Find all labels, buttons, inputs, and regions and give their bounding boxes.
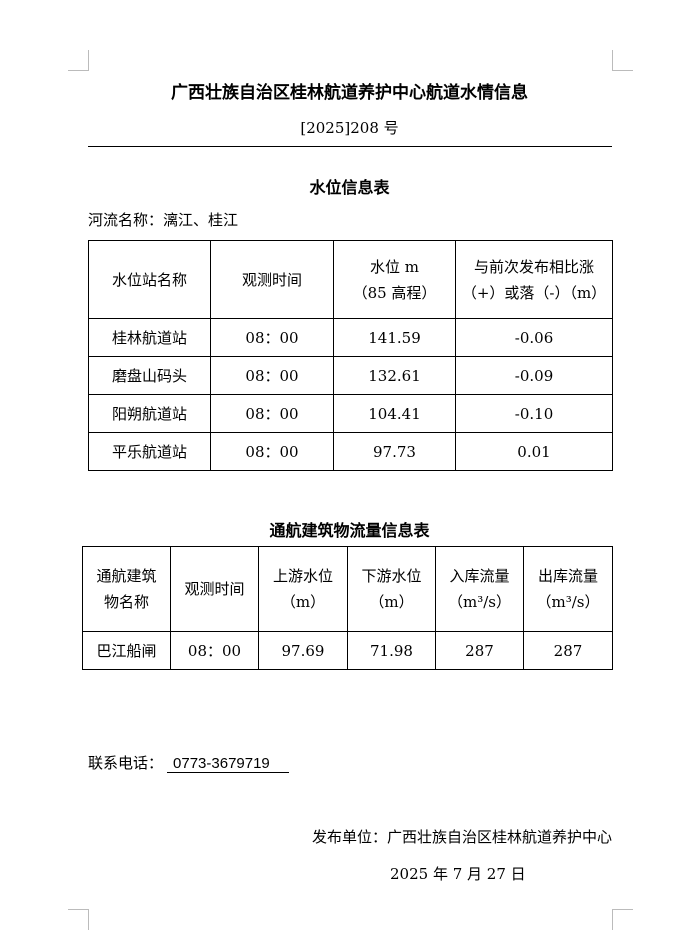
corner-mark xyxy=(68,909,89,930)
column-header-text: 水位 m xyxy=(370,257,419,276)
table-cell: 08：00 xyxy=(170,631,259,670)
table-header-row: 通航建筑 物名称 观测时间 上游水位 （m） 下游水位 （m） 入库流量 （m³/s） 出库流量（… xyxy=(82,546,613,632)
river-name: 河流名称：漓江、桂江 xyxy=(88,211,239,229)
table-cell: 287 xyxy=(435,631,524,670)
column-header-text: 物名称 xyxy=(103,593,149,611)
table-cell: 桂林航道站 xyxy=(88,318,211,357)
table-cell: 08：00 xyxy=(210,394,334,433)
column-header: 水位 m （85 高程） xyxy=(333,240,456,319)
column-header: 观测时间 xyxy=(170,546,259,632)
table-cell: 巴江船闸 xyxy=(82,631,171,670)
table-cell: -0.06 xyxy=(455,318,613,357)
table-cell: 0.01 xyxy=(455,432,613,471)
table-cell: 97.69 xyxy=(258,631,348,670)
water-level-table: 水位站名称 观测时间 水位 m （85 高程） 与前次发布相比涨 （+）或落（-）（m） … xyxy=(88,240,613,471)
table-row: 巴江船闸 08：00 97.69 71.98 287 287 xyxy=(82,631,613,670)
column-header-text: （m） xyxy=(369,593,414,611)
column-header-text: （m³/s） xyxy=(536,593,600,611)
phone-number: 0773-3679719 xyxy=(167,755,290,773)
document-number: [2025]208 号 xyxy=(300,119,399,137)
flow-table: 通航建筑 物名称 观测时间 上游水位 （m） 下游水位 （m） 入库流量 （m³/s） 出库流量（… xyxy=(82,546,613,670)
table-cell: 104.41 xyxy=(333,394,456,433)
column-header-text: 上游水位 xyxy=(272,567,333,585)
column-header-text: 观测时间 xyxy=(241,270,302,289)
column-header-text: 入库流量 xyxy=(449,567,510,585)
table-cell: 132.61 xyxy=(333,356,456,395)
table-cell: 08：00 xyxy=(210,356,334,395)
column-header-text: 观测时间 xyxy=(184,580,245,598)
publish-date: 2025 年 7 月 27 日 xyxy=(390,865,526,883)
column-header-text: （m） xyxy=(280,593,326,611)
table-cell: 平乐航道站 xyxy=(88,432,211,471)
publisher: 发布单位：广西壮族自治区桂林航道养护中心 xyxy=(311,828,612,846)
document-title: 广西壮族自治区桂林航道养护中心航道水情信息 xyxy=(171,83,528,103)
table-cell: 阳朔航道站 xyxy=(88,394,211,433)
column-header-text: （m³/s） xyxy=(448,593,511,611)
column-header: 出库流量 （m³/s） xyxy=(523,546,613,632)
header-rule xyxy=(88,146,612,147)
column-header-text: 出库流量 xyxy=(537,567,598,585)
table-header-row: 水位站名称 观测时间 水位 m （85 高程） 与前次发布相比涨 （+）或落（-）（m） xyxy=(88,240,613,319)
corner-mark xyxy=(68,50,89,71)
column-header-text: （+）或落（-）（m） xyxy=(461,283,607,302)
column-header: 下游水位 （m） xyxy=(347,546,436,632)
column-header-text: 下游水位 xyxy=(361,567,422,585)
column-header-text: 通航建筑 xyxy=(96,567,157,585)
table-cell: 磨盘山码头 xyxy=(88,356,211,395)
column-header: 上游水位 （m） xyxy=(258,546,348,632)
contact-label: 联系电话： xyxy=(88,754,164,772)
column-header-text: 水位站名称 xyxy=(111,270,187,289)
table-cell: 287 xyxy=(523,631,613,670)
corner-mark xyxy=(612,909,633,930)
table-cell: 141.59 xyxy=(333,318,456,357)
table-row: 磨盘山码头 08：00 132.61 -0.09 xyxy=(88,356,613,395)
water-level-table-title: 水位信息表 xyxy=(309,178,390,197)
column-header: 水位站名称 xyxy=(88,240,211,319)
table-row: 阳朔航道站 08：00 104.41 -0.10 xyxy=(88,394,613,433)
flow-table-title: 通航建筑物流量信息表 xyxy=(269,521,430,540)
table-cell: 08：00 xyxy=(210,318,334,357)
contact-line: 联系电话： 0773-3679719 xyxy=(88,752,290,773)
table-cell: 08：00 xyxy=(210,432,334,471)
table-cell: 71.98 xyxy=(347,631,436,670)
column-header: 通航建筑 物名称 xyxy=(82,546,171,632)
column-header: 观测时间 xyxy=(210,240,334,319)
table-cell: 97.73 xyxy=(333,432,456,471)
table-row: 平乐航道站 08：00 97.73 0.01 xyxy=(88,432,613,471)
table-cell: -0.10 xyxy=(455,394,613,433)
table-cell: -0.09 xyxy=(455,356,613,395)
corner-mark xyxy=(612,50,633,71)
column-header: 入库流量 （m³/s） xyxy=(435,546,524,632)
column-header: 与前次发布相比涨 （+）或落（-）（m） xyxy=(455,240,613,319)
table-row: 桂林航道站 08：00 141.59 -0.06 xyxy=(88,318,613,357)
column-header-text: 与前次发布相比涨 xyxy=(473,257,594,276)
column-header-text: （85 高程） xyxy=(352,283,437,302)
